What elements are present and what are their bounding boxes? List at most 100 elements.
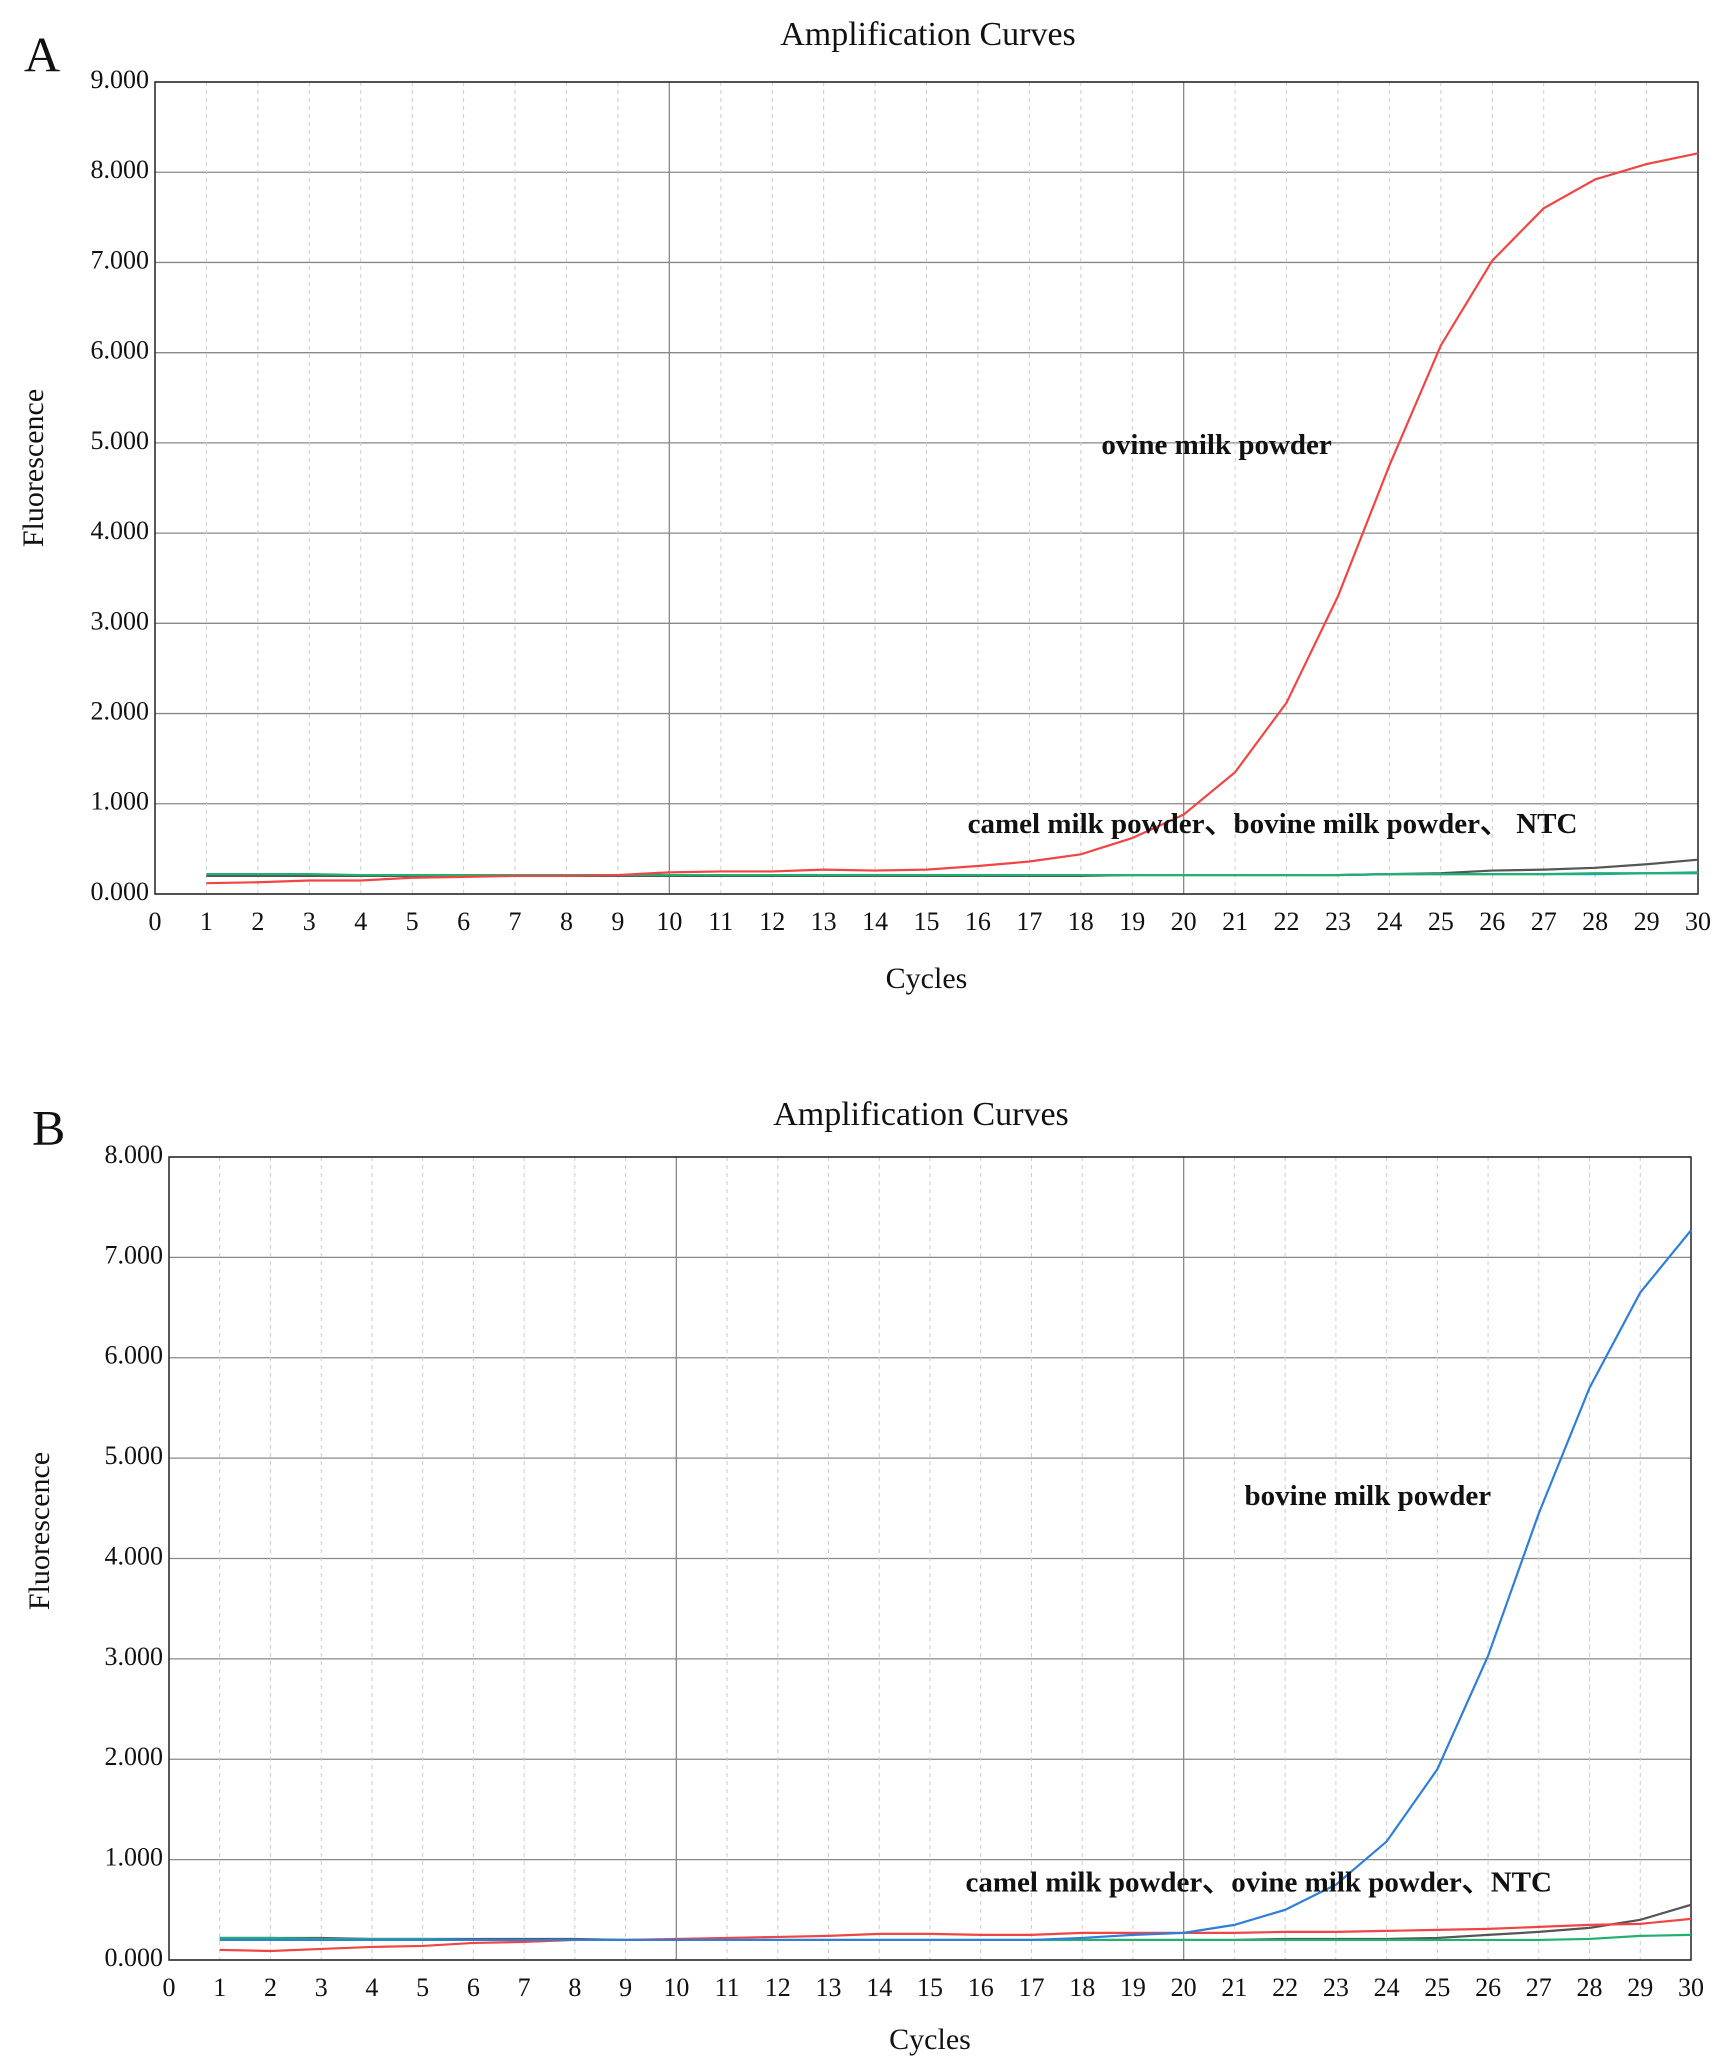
- x-tick-label: 21: [1221, 1973, 1247, 2002]
- x-tick-label: 25: [1428, 907, 1454, 936]
- x-tick-label: 23: [1325, 907, 1351, 936]
- line-series: [206, 871, 1699, 877]
- y-tick-label: 1.000: [91, 787, 150, 816]
- y-axis-label: Fluorescence: [23, 1452, 56, 1610]
- x-tick-label: 17: [1018, 1973, 1044, 2002]
- y-tick-label: 4.000: [105, 1541, 164, 1570]
- plot-frame: [168, 1156, 1692, 1961]
- x-tick-label: 22: [1272, 1973, 1298, 2002]
- x-tick-label: 19: [1119, 907, 1145, 936]
- panel-label: B: [32, 1099, 65, 1155]
- x-tick-label: 26: [1475, 1973, 1501, 2002]
- y-tick-label: 6.000: [105, 1341, 164, 1370]
- x-tick-label: 29: [1634, 907, 1660, 936]
- x-axis-label: Cycles: [889, 2023, 971, 2056]
- x-tick-label: 30: [1685, 907, 1711, 936]
- x-tick-label: 8: [560, 907, 573, 936]
- y-tick-label: 8.000: [91, 155, 150, 184]
- panel-label: A: [24, 26, 60, 82]
- y-tick-label: 3.000: [105, 1642, 164, 1671]
- x-tick-label: 3: [315, 1973, 328, 2002]
- chart-title: Amplification Curves: [773, 1096, 1069, 1133]
- x-tick-label: 10: [663, 1973, 689, 2002]
- x-tick-label: 2: [251, 907, 264, 936]
- y-tick-label: 1.000: [105, 1843, 164, 1872]
- x-tick-label: 14: [866, 1973, 892, 2002]
- y-tick-label: 3.000: [91, 606, 150, 635]
- annotation: ovine milk powder: [1101, 429, 1332, 461]
- x-axis-label: Cycles: [886, 962, 968, 995]
- x-tick-label: 17: [1016, 907, 1042, 936]
- y-tick-label: 9.000: [91, 65, 150, 94]
- x-tick-label: 7: [518, 1973, 531, 2002]
- x-tick-label: 16: [965, 907, 991, 936]
- x-tick-label: 29: [1627, 1973, 1653, 2002]
- x-tick-label: 6: [457, 907, 470, 936]
- x-tick-label: 10: [656, 907, 682, 936]
- x-tick-label: 20: [1171, 1973, 1197, 2002]
- x-tick-label: 26: [1479, 907, 1505, 936]
- x-tick-label: 9: [619, 1973, 632, 2002]
- x-tick-label: 1: [200, 907, 213, 936]
- x-tick-label: 28: [1582, 907, 1608, 936]
- x-tick-label: 6: [467, 1973, 480, 2002]
- x-tick-label: 9: [611, 907, 624, 936]
- y-tick-label: 2.000: [91, 697, 150, 726]
- x-tick-label: 20: [1171, 907, 1197, 936]
- x-tick-label: 23: [1323, 1973, 1349, 2002]
- x-tick-label: 8: [568, 1973, 581, 2002]
- y-tick-label: 5.000: [105, 1441, 164, 1470]
- x-tick-label: 16: [968, 1973, 994, 2002]
- y-tick-label: 7.000: [91, 245, 150, 274]
- x-tick-label: 27: [1531, 907, 1557, 936]
- x-tick-label: 11: [708, 907, 733, 936]
- annotation: bovine milk powder: [1245, 1480, 1492, 1512]
- x-tick-label: 24: [1376, 907, 1402, 936]
- x-tick-label: 25: [1424, 1973, 1450, 2002]
- line-series: [219, 1917, 1692, 1953]
- y-tick-label: 5.000: [91, 426, 150, 455]
- x-tick-label: 30: [1678, 1973, 1704, 2002]
- x-tick-label: 15: [914, 907, 940, 936]
- y-tick-label: 4.000: [91, 516, 150, 545]
- y-tick-label: 2.000: [105, 1742, 164, 1771]
- y-tick-label: 7.000: [105, 1240, 164, 1269]
- x-tick-label: 18: [1068, 907, 1094, 936]
- x-tick-label: 24: [1374, 1973, 1400, 2002]
- y-tick-label: 8.000: [105, 1140, 164, 1169]
- x-tick-label: 14: [862, 907, 888, 936]
- x-tick-label: 19: [1120, 1973, 1146, 2002]
- x-tick-label: 15: [917, 1973, 943, 2002]
- line-series: [206, 152, 1699, 885]
- x-tick-label: 13: [816, 1973, 842, 2002]
- x-tick-label: 27: [1526, 1973, 1552, 2002]
- x-tick-label: 5: [406, 907, 419, 936]
- x-tick-label: 2: [264, 1973, 277, 2002]
- annotation: camel milk powder、bovine milk powder、 NT…: [968, 808, 1578, 840]
- x-tick-label: 13: [811, 907, 837, 936]
- line-series: [219, 1229, 1692, 1942]
- plot-frame: [154, 81, 1699, 895]
- annotation: camel milk powder、ovine milk powder、NTC: [966, 1866, 1552, 1898]
- x-tick-label: 5: [416, 1973, 429, 2002]
- x-tick-label: 12: [759, 907, 785, 936]
- x-tick-label: 12: [765, 1973, 791, 2002]
- x-tick-label: 28: [1577, 1973, 1603, 2002]
- y-axis-label: Fluorescence: [17, 389, 50, 547]
- y-tick-label: 0.000: [91, 877, 150, 906]
- x-tick-label: 0: [163, 1973, 176, 2002]
- x-tick-label: 4: [365, 1973, 378, 2002]
- x-tick-label: 21: [1222, 907, 1248, 936]
- x-tick-label: 7: [509, 907, 522, 936]
- x-tick-label: 11: [715, 1973, 740, 2002]
- y-tick-label: 0.000: [105, 1943, 164, 1972]
- y-tick-label: 6.000: [91, 336, 150, 365]
- x-tick-label: 1: [213, 1973, 226, 2002]
- x-tick-label: 22: [1274, 907, 1300, 936]
- x-tick-label: 18: [1069, 1973, 1095, 2002]
- x-tick-label: 0: [149, 907, 162, 936]
- x-tick-label: 3: [303, 907, 316, 936]
- x-tick-label: 4: [354, 907, 367, 936]
- chart-title: Amplification Curves: [780, 16, 1076, 53]
